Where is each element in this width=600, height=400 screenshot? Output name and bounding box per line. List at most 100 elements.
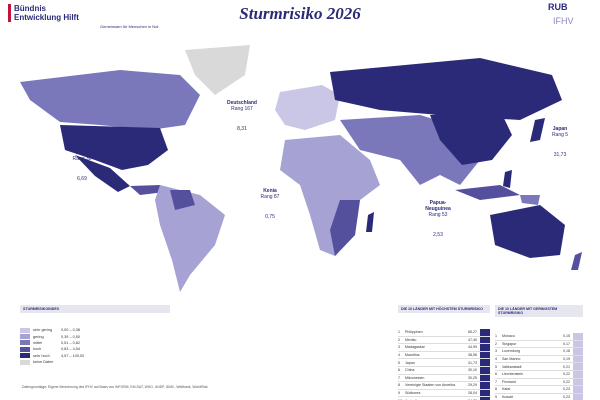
value: 0,21	[563, 364, 570, 369]
southeast-africa	[330, 200, 360, 256]
indonesia	[455, 185, 520, 200]
callout-country: Deutschland	[226, 100, 257, 106]
table-row: 3 Madagaskar 44,99	[398, 344, 490, 352]
value: 0,22	[563, 379, 570, 384]
callout: Papua-Neuguinea Rang 53 2,53	[418, 200, 458, 238]
value: 0,17	[563, 341, 570, 346]
table-title: DIE 10 LÄNDER MIT HÖCHSTEM STURMRISIKO	[398, 305, 490, 313]
table-row: 6 Liechtenstein 0,22	[495, 370, 583, 379]
bar-cell	[573, 378, 583, 386]
callout-rank: Rang 167	[231, 106, 253, 112]
value: 47,40	[468, 337, 477, 342]
title: Sturmrisiko 2026	[239, 4, 361, 23]
table-row: 2 Mexiko 47,40	[398, 336, 490, 345]
callout: Deutschland Rang 167 8,31	[222, 100, 262, 132]
legend-swatch	[20, 340, 30, 346]
table-row: 10Australien24,72	[398, 397, 490, 400]
table-low: DIE 10 LÄNDER MIT GERINGSTEM STURMRISIKO…	[495, 305, 583, 400]
callout-rank: Rang 32	[72, 156, 92, 162]
table-row: 1 Philippinen 65,27	[398, 329, 490, 337]
callout-value: 31,73	[553, 152, 567, 158]
rank: 5	[495, 364, 497, 369]
table-row: 2 Singapur 0,17	[495, 340, 583, 349]
value: 0,23	[563, 395, 570, 400]
legend-range: 0,83 – 4,54	[61, 347, 81, 352]
rank: 4	[495, 357, 497, 362]
table-high: DIE 10 LÄNDER MIT HÖCHSTEM STURMRISIKO 1…	[398, 305, 490, 400]
legend-item: gering 0,39 – 0,50	[20, 333, 170, 340]
value: 29,29	[468, 383, 477, 388]
bar-cell	[480, 397, 490, 400]
table-row: 4 San Marino 0,19	[495, 355, 583, 364]
rank: 10	[398, 399, 405, 400]
legend-range: 0,39 – 0,50	[61, 334, 81, 339]
callout-value: 0,75	[265, 214, 275, 220]
value: 28,04	[468, 391, 477, 396]
value: 31,73	[468, 360, 477, 365]
australia	[490, 205, 565, 258]
table-row: 1 Monaco 0,15	[495, 333, 583, 341]
legend-item: mittel 0,51 – 0,82	[20, 340, 170, 346]
table-body: 1 Monaco 0,15 2 Singapur 0,17 3 Luxemburg 0,18 4 S…	[495, 333, 583, 400]
bar-cell	[480, 336, 490, 344]
legend-swatch	[20, 327, 30, 333]
country: Mikronesien	[405, 375, 425, 380]
callout-country: Kuba	[75, 150, 89, 156]
table-row: 3 Luxemburg 0,18	[495, 348, 583, 356]
tagline: Gemeinsam für Menschen in Not	[100, 24, 159, 29]
new-zealand	[571, 252, 582, 270]
usa	[60, 125, 168, 170]
callout: Kuba Rang 32 6,69	[62, 150, 102, 182]
legend-item: sehr hoch 4,57 – 100,00	[20, 353, 170, 359]
rank: 2	[495, 341, 497, 346]
canada	[20, 70, 200, 130]
rank: 6	[398, 368, 400, 373]
table-title: DIE 10 LÄNDER MIT GERINGSTEM STURMRISIKO	[495, 305, 583, 317]
rank: 1	[398, 330, 400, 335]
callout-rank: Rang 53	[428, 212, 448, 218]
partner-logo: RUB	[548, 2, 568, 12]
bar-cell	[480, 374, 490, 382]
legend-swatch	[20, 334, 30, 340]
bar-cell	[480, 329, 490, 336]
venezuela	[170, 190, 195, 210]
country: Australien	[405, 399, 463, 400]
country: Madagaskar	[405, 345, 425, 350]
rank: 8	[398, 383, 400, 388]
papua-new-guinea	[520, 195, 540, 205]
country: Vatikanstadt	[502, 364, 522, 369]
callout-country: Papua-Neuguinea	[425, 200, 451, 212]
bar-cell	[480, 382, 490, 389]
value: 0,19	[563, 357, 570, 362]
bar-cell	[480, 344, 490, 351]
callout-country: Kenia	[263, 188, 277, 194]
legend-label: sehr hoch	[33, 353, 50, 358]
rank: 6	[495, 372, 497, 377]
bar-cell	[573, 393, 583, 400]
bar-cell	[573, 348, 583, 355]
legend-label: hoch	[33, 347, 42, 352]
africa	[280, 135, 380, 256]
value: 30,25	[468, 375, 477, 380]
logo-text: Entwicklung Hilft	[14, 13, 79, 22]
country: China	[405, 368, 415, 373]
callout: Japan Rang 5 31,73	[540, 126, 580, 158]
callout-rank: Rang 87	[260, 194, 280, 200]
legend-range: 0,00 – 0,38	[61, 328, 81, 333]
rank: 7	[398, 375, 400, 380]
value: 0,22	[563, 372, 570, 377]
country: Mexiko	[405, 337, 417, 342]
country: Mauritius	[405, 353, 420, 358]
value: 30,10	[468, 368, 477, 373]
legend: STURMRISIKOINDEX sehr gering 0,00 – 0,38 g…	[20, 305, 170, 365]
value: 44,99	[468, 345, 477, 350]
japan	[530, 118, 545, 142]
rank: 9	[495, 395, 497, 400]
logo: Bündnis Entwicklung Hilft	[8, 4, 79, 22]
legend-label: mittel	[33, 340, 43, 345]
value: 0,23	[563, 387, 570, 392]
country: Monaco	[502, 334, 515, 339]
country: Singapur	[502, 341, 517, 346]
country: Südkorea	[405, 391, 421, 396]
